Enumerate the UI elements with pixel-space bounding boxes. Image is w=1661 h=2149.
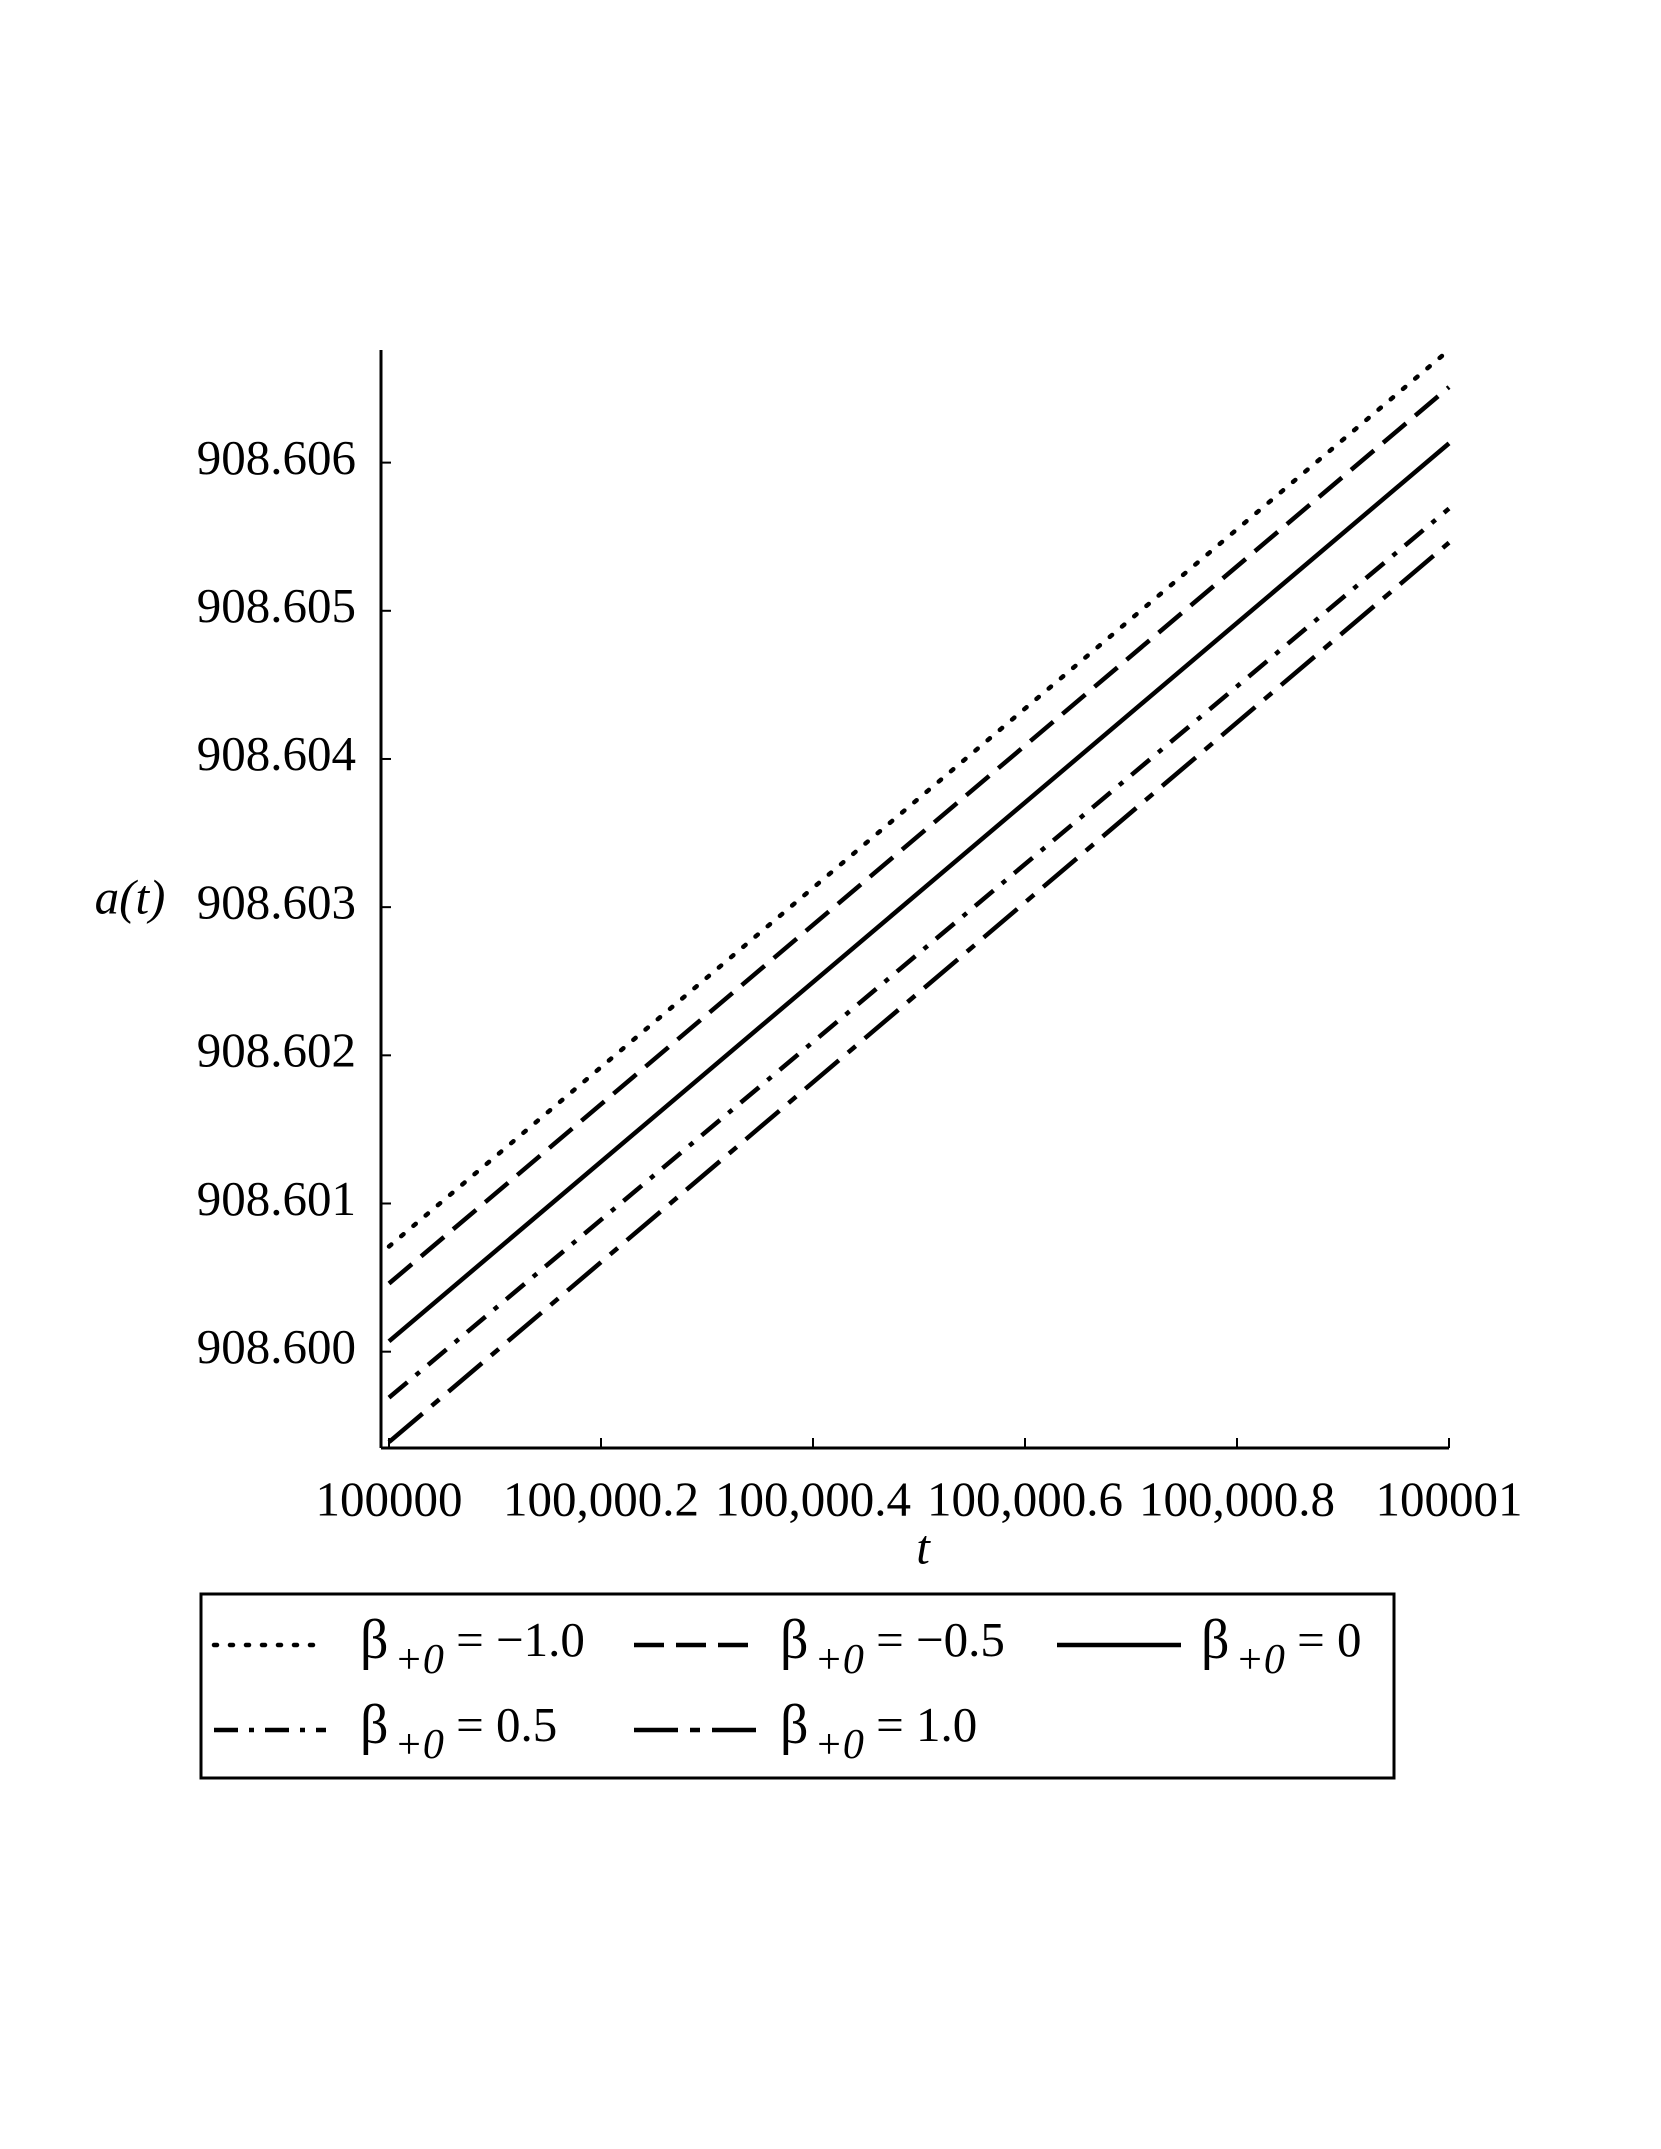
x-tick-label: 100,000.6 <box>927 1471 1123 1526</box>
y-tick-label: 908.601 <box>197 1171 356 1226</box>
y-tick-label: 908.600 <box>197 1319 356 1374</box>
legend-box <box>199 1592 1396 1780</box>
y-tick-label: 908.603 <box>197 874 356 929</box>
series-line <box>387 506 1451 1400</box>
x-tick-label: 100,000.2 <box>503 1471 699 1526</box>
legend-label: β +0 = 0.5 <box>360 1694 557 1768</box>
legend-subscript: +0 <box>395 1722 444 1768</box>
legend-value: = −0.5 <box>864 1612 1005 1667</box>
legend-label: β +0 = 0 <box>1201 1609 1361 1683</box>
x-tick-label: 100000 <box>316 1471 463 1526</box>
legend-subscript: +0 <box>815 1637 864 1683</box>
legend-symbol: β <box>780 1694 809 1756</box>
legend-symbol: β <box>360 1694 389 1756</box>
legend-label: β +0 = −1.0 <box>360 1609 585 1683</box>
legend-symbol: β <box>780 1609 809 1671</box>
y-axis-label: a(t) <box>95 869 166 924</box>
x-tick-label: 100001 <box>1376 1471 1523 1526</box>
legend-label: β +0 = −0.5 <box>780 1609 1005 1683</box>
legend-subscript: +0 <box>1236 1637 1285 1683</box>
legend-value: = 1.0 <box>864 1697 977 1752</box>
legend-symbol: β <box>1201 1609 1230 1671</box>
legend-label: β +0 = 1.0 <box>780 1694 977 1768</box>
y-tick-label: 908.602 <box>197 1023 356 1078</box>
series-line <box>387 385 1451 1286</box>
y-tick-label: 908.604 <box>197 726 356 781</box>
legend-symbol: β <box>360 1609 389 1671</box>
series-line <box>386 347 1452 1249</box>
x-axis-label: t <box>916 1519 931 1574</box>
x-tick-label: 100,000.8 <box>1139 1471 1335 1526</box>
legend-value: = 0.5 <box>444 1697 557 1752</box>
y-tick-label: 908.605 <box>197 578 356 633</box>
legend-value: = 0 <box>1285 1612 1362 1667</box>
y-tick-label: 908.606 <box>197 430 356 485</box>
legend-subscript: +0 <box>815 1722 864 1768</box>
series-line <box>387 441 1451 1344</box>
legend-value: = −1.0 <box>444 1612 585 1667</box>
x-tick-label: 100,000.4 <box>715 1471 911 1526</box>
legend-subscript: +0 <box>395 1637 444 1683</box>
series-line <box>387 540 1451 1444</box>
